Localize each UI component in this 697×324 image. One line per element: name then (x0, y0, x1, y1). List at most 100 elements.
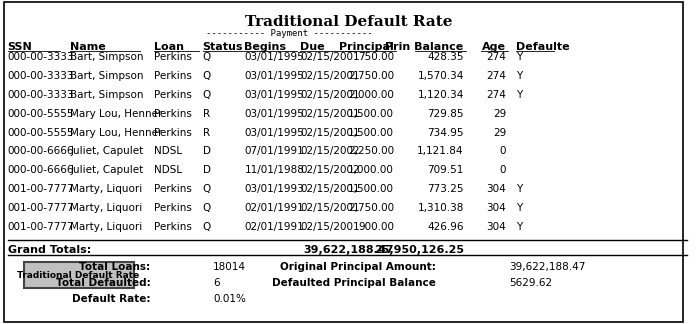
Text: 2,000.00: 2,000.00 (348, 90, 394, 100)
Text: Perkins: Perkins (154, 203, 192, 213)
Text: 5629.62: 5629.62 (509, 278, 552, 288)
Text: 0.01%: 0.01% (213, 294, 246, 304)
Text: Perkins: Perkins (154, 128, 192, 138)
Text: 304: 304 (487, 222, 506, 232)
Text: Grand Totals:: Grand Totals: (8, 245, 91, 255)
Text: R: R (203, 109, 210, 119)
Text: Q: Q (203, 184, 210, 194)
Text: Y: Y (516, 52, 522, 63)
Text: NDSL: NDSL (154, 146, 182, 156)
Text: ----------- Payment -----------: ----------- Payment ----------- (206, 29, 373, 38)
Text: 1,120.34: 1,120.34 (418, 90, 464, 100)
Text: R: R (203, 128, 210, 138)
Text: 1,500.00: 1,500.00 (348, 184, 394, 194)
Text: 001-00-7777: 001-00-7777 (8, 222, 74, 232)
Text: 2,750.00: 2,750.00 (348, 71, 394, 81)
Text: 02/15/2001: 02/15/2001 (300, 109, 360, 119)
Text: 729.85: 729.85 (427, 109, 464, 119)
Text: 000-00-3333: 000-00-3333 (8, 90, 74, 100)
Text: 428.35: 428.35 (427, 52, 464, 63)
Text: 426.96: 426.96 (427, 222, 464, 232)
Text: 000-00-6666: 000-00-6666 (8, 146, 74, 156)
Text: 000-00-3333: 000-00-3333 (8, 71, 74, 81)
Text: 304: 304 (487, 184, 506, 194)
FancyBboxPatch shape (4, 2, 683, 322)
Text: 274: 274 (487, 71, 506, 81)
Text: 03/01/1995: 03/01/1995 (245, 52, 304, 63)
Text: Principal: Principal (339, 42, 394, 52)
Text: 18014: 18014 (213, 262, 246, 272)
Text: Y: Y (516, 222, 522, 232)
Text: 02/15/2001: 02/15/2001 (300, 52, 360, 63)
Text: 1,500.00: 1,500.00 (348, 128, 394, 138)
Text: Mary Lou, Henner: Mary Lou, Henner (70, 128, 162, 138)
Text: 000-00-5555: 000-00-5555 (8, 128, 74, 138)
Text: Perkins: Perkins (154, 90, 192, 100)
Text: 25,950,126.25: 25,950,126.25 (374, 245, 464, 255)
Text: Status: Status (203, 42, 243, 52)
Text: 750.00: 750.00 (358, 52, 394, 63)
Text: 29: 29 (493, 109, 506, 119)
Text: Perkins: Perkins (154, 52, 192, 63)
Text: D: D (203, 146, 210, 156)
Text: 000-00-3333: 000-00-3333 (8, 52, 74, 63)
Text: 001-00-7777: 001-00-7777 (8, 184, 74, 194)
Text: 2,750.00: 2,750.00 (348, 203, 394, 213)
Text: 02/15/2001: 02/15/2001 (300, 71, 360, 81)
Text: 07/01/1991: 07/01/1991 (245, 146, 304, 156)
Text: Age: Age (482, 42, 506, 52)
Text: 02/15/2001: 02/15/2001 (300, 184, 360, 194)
Text: 000-00-5555: 000-00-5555 (8, 109, 74, 119)
Text: 304: 304 (487, 203, 506, 213)
Text: Defaulte: Defaulte (516, 42, 569, 52)
Text: 29: 29 (493, 128, 506, 138)
Text: SSN: SSN (8, 42, 32, 52)
Text: Juliet, Capulet: Juliet, Capulet (70, 165, 144, 175)
Text: 0: 0 (500, 165, 506, 175)
Text: NDSL: NDSL (154, 165, 182, 175)
Text: 02/15/2001: 02/15/2001 (300, 203, 360, 213)
Text: 001-00-7777: 001-00-7777 (8, 203, 74, 213)
Text: Total Loans:: Total Loans: (79, 262, 151, 272)
Text: 1,570.34: 1,570.34 (418, 71, 464, 81)
Text: Marty, Liquori: Marty, Liquori (70, 184, 142, 194)
Text: Q: Q (203, 90, 210, 100)
Text: Traditional Default Rate: Traditional Default Rate (245, 15, 452, 29)
Text: 39,622,188.47: 39,622,188.47 (509, 262, 585, 272)
Text: 02/15/2001: 02/15/2001 (300, 90, 360, 100)
Text: 900.00: 900.00 (358, 222, 394, 232)
Text: Defaulted Principal Balance: Defaulted Principal Balance (272, 278, 436, 288)
Text: Total Defaulted:: Total Defaulted: (56, 278, 151, 288)
Text: 02/15/2001: 02/15/2001 (300, 128, 360, 138)
Text: 02/01/1991: 02/01/1991 (245, 222, 304, 232)
Text: Due: Due (300, 42, 325, 52)
Text: 02/01/1991: 02/01/1991 (245, 203, 304, 213)
Text: Perkins: Perkins (154, 184, 192, 194)
Text: Marty, Liquori: Marty, Liquori (70, 203, 142, 213)
Text: Perkins: Perkins (154, 109, 192, 119)
Text: 709.51: 709.51 (427, 165, 464, 175)
Text: Q: Q (203, 203, 210, 213)
Text: 734.95: 734.95 (427, 128, 464, 138)
Text: D: D (203, 165, 210, 175)
Text: Default Rate:: Default Rate: (72, 294, 151, 304)
Text: 274: 274 (487, 90, 506, 100)
Text: Y: Y (516, 184, 522, 194)
Text: 03/01/1995: 03/01/1995 (245, 90, 304, 100)
Text: 6: 6 (213, 278, 220, 288)
Text: 03/01/1995: 03/01/1995 (245, 128, 304, 138)
Text: Bart, Simpson: Bart, Simpson (70, 71, 144, 81)
Text: 02/15/2002: 02/15/2002 (300, 165, 360, 175)
Text: 1,310.38: 1,310.38 (418, 203, 464, 213)
Text: Perkins: Perkins (154, 222, 192, 232)
Text: 11/01/1988: 11/01/1988 (245, 165, 304, 175)
Text: Mary Lou, Henner: Mary Lou, Henner (70, 109, 162, 119)
Text: Y: Y (516, 90, 522, 100)
Text: 274: 274 (487, 52, 506, 63)
Text: Original Principal Amount:: Original Principal Amount: (280, 262, 436, 272)
Text: 03/01/1993: 03/01/1993 (245, 184, 304, 194)
Text: Begins: Begins (245, 42, 286, 52)
Text: Q: Q (203, 222, 210, 232)
Text: Name: Name (70, 42, 106, 52)
Text: 02/15/2001: 02/15/2001 (300, 222, 360, 232)
